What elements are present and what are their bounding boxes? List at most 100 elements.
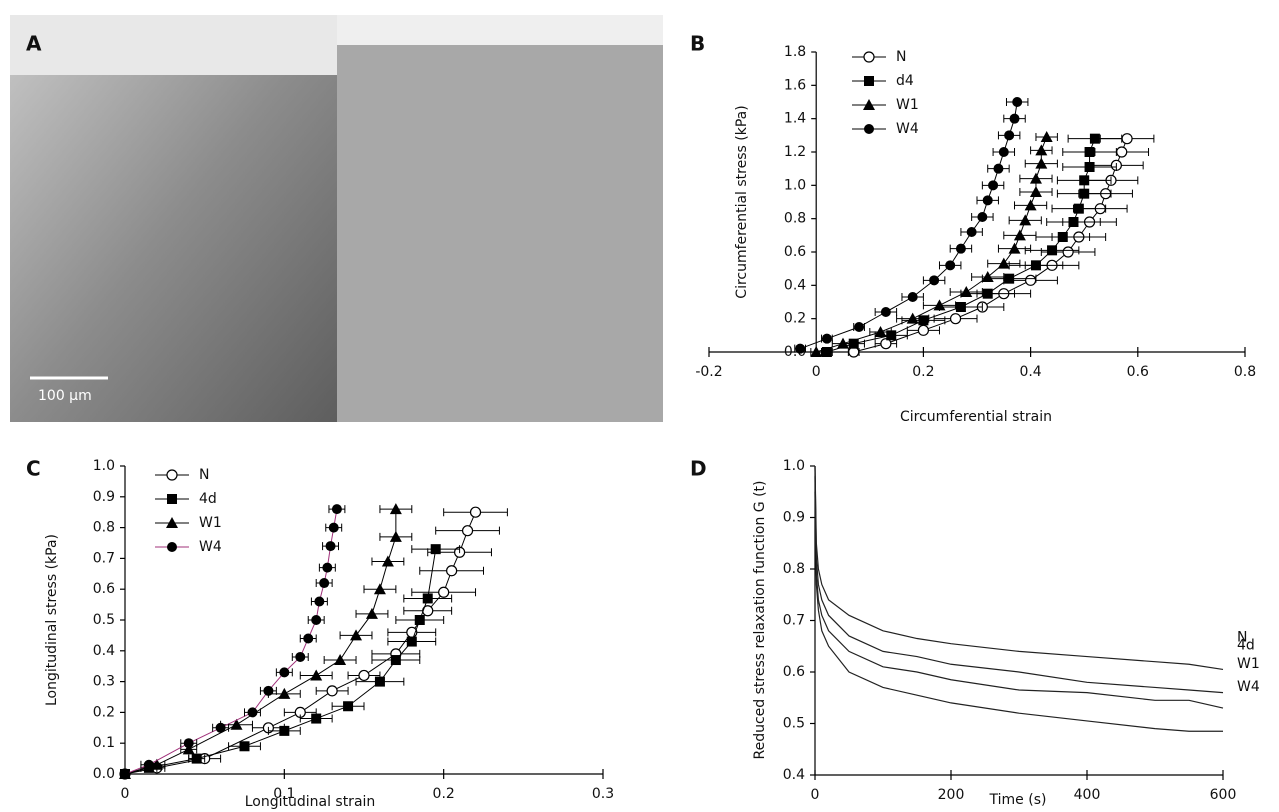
marker	[1090, 134, 1100, 144]
marker	[1047, 245, 1057, 255]
series-line	[815, 476, 1223, 708]
y-tick-label: 0.7	[783, 613, 805, 629]
y-tick-label: 0.0	[93, 766, 115, 782]
y-tick-label: 0.2	[93, 704, 115, 720]
marker	[945, 260, 955, 270]
marker	[854, 322, 864, 332]
marker	[956, 244, 966, 254]
marker	[327, 686, 337, 696]
marker	[216, 723, 226, 733]
y-axis-label: Circumferential stress (kPa)	[734, 105, 750, 298]
marker	[463, 526, 473, 536]
marker	[295, 652, 305, 662]
marker	[326, 541, 336, 551]
marker	[359, 670, 369, 680]
marker	[908, 292, 918, 302]
scale-bar-label: 100 μm	[38, 388, 92, 404]
panel-label: B	[690, 32, 705, 56]
x-tick-label: 600	[1210, 787, 1237, 803]
x-tick-label: 0.6	[1127, 364, 1149, 380]
marker	[881, 307, 891, 317]
marker	[1117, 147, 1127, 157]
legend-label: W1	[896, 97, 919, 113]
y-tick-label: 1.0	[93, 458, 115, 474]
marker	[343, 701, 353, 711]
marker	[391, 655, 401, 665]
marker	[144, 760, 154, 770]
y-tick-label: 0.9	[93, 489, 115, 505]
legend-label: N	[199, 467, 209, 483]
marker	[407, 637, 417, 647]
y-tick-label: 1.8	[784, 44, 806, 60]
y-tick-label: 0.4	[93, 643, 115, 659]
x-tick-label: 0.2	[433, 786, 455, 802]
y-tick-label: 0.5	[783, 716, 805, 732]
series-line	[815, 492, 1223, 731]
x-tick-label: 0	[811, 787, 820, 803]
marker	[319, 578, 329, 588]
legend-label: d4	[896, 73, 914, 89]
marker	[279, 667, 289, 677]
marker	[956, 302, 966, 312]
marker	[1068, 217, 1078, 227]
y-tick-label: 0.5	[93, 612, 115, 628]
y-tick-label: 0.9	[783, 510, 805, 526]
marker	[967, 227, 977, 237]
legend-label: W4	[896, 121, 919, 137]
series-label: W4	[1237, 679, 1260, 695]
marker	[1026, 275, 1036, 285]
x-tick-label: 400	[1074, 787, 1101, 803]
legend-marker	[167, 470, 177, 480]
image-right	[337, 15, 663, 422]
marker	[329, 523, 339, 533]
histology-image: 100 μm	[10, 15, 663, 422]
marker	[375, 677, 385, 687]
marker	[1074, 204, 1084, 214]
y-tick-label: 0.6	[783, 664, 805, 680]
x-tick-label: -0.2	[695, 364, 722, 380]
y-tick-label: 0.8	[784, 211, 806, 227]
y-tick-label: 0.3	[93, 674, 115, 690]
legend-marker	[864, 76, 874, 86]
y-tick-label: 1.0	[783, 458, 805, 474]
marker	[423, 593, 433, 603]
marker	[1010, 114, 1020, 124]
x-axis-label: Longitudinal strain	[245, 794, 376, 810]
panel-label: D	[690, 457, 707, 481]
marker	[192, 754, 202, 764]
legend-marker	[864, 52, 874, 62]
x-tick-label: 0	[812, 364, 821, 380]
marker	[983, 289, 993, 299]
y-tick-label: 0.2	[784, 311, 806, 327]
y-tick-label: 0.7	[93, 550, 115, 566]
marker	[918, 315, 928, 325]
series-line	[125, 509, 396, 774]
legend-label: 4d	[199, 491, 217, 507]
y-axis-label: Longitudinal stress (kPa)	[44, 534, 60, 706]
x-tick-label: 0.4	[1019, 364, 1041, 380]
legend-label: W1	[199, 515, 222, 531]
marker	[999, 147, 1009, 157]
legend-marker	[167, 542, 177, 552]
y-tick-label: 0.8	[783, 561, 805, 577]
x-tick-label: 0.3	[592, 786, 614, 802]
marker	[240, 741, 250, 751]
marker	[311, 615, 321, 625]
marker	[1085, 162, 1095, 172]
marker	[1079, 175, 1089, 185]
series-line	[815, 466, 1223, 693]
image-left	[10, 15, 337, 422]
y-tick-label: 0.6	[784, 244, 806, 260]
legend-label: N	[896, 49, 906, 65]
series-line	[125, 549, 436, 774]
marker	[983, 195, 993, 205]
marker	[415, 615, 425, 625]
marker	[918, 325, 928, 335]
x-tick-label: 200	[938, 787, 965, 803]
marker	[993, 164, 1003, 174]
marker	[247, 707, 257, 717]
y-tick-label: 1.2	[784, 144, 806, 160]
y-tick-label: 1.4	[784, 111, 806, 127]
marker	[471, 507, 481, 517]
marker	[929, 275, 939, 285]
